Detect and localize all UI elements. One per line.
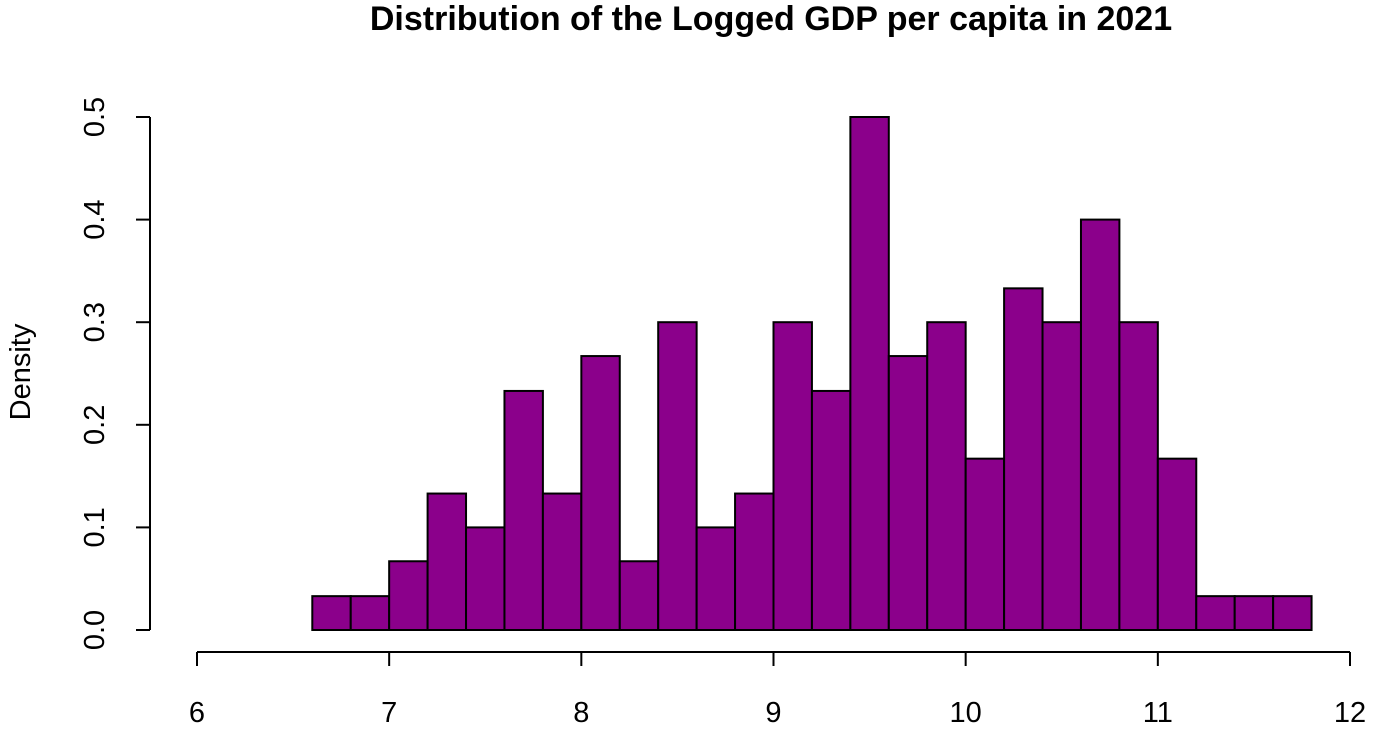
- x-tick-label: 8: [573, 697, 589, 729]
- histogram-bar: [1003, 287, 1044, 631]
- histogram-bar: [772, 321, 813, 631]
- y-axis-title: Density: [5, 323, 37, 420]
- histogram-bar: [580, 355, 621, 631]
- y-tick-label: 0.2: [79, 405, 111, 445]
- histogram-bar: [926, 321, 967, 631]
- histogram-bar: [541, 492, 583, 631]
- histogram-bar: [311, 595, 352, 632]
- chart-title: Distribution of the Logged GDP per capit…: [370, 0, 1172, 38]
- histogram-bar: [1118, 321, 1159, 631]
- x-tick-label: 7: [381, 697, 397, 729]
- histogram-bar: [465, 526, 506, 632]
- histogram-bar: [1272, 595, 1313, 632]
- x-tick-label: 11: [1143, 697, 1173, 729]
- histogram-bar: [734, 492, 775, 631]
- histogram-bar: [1079, 218, 1121, 631]
- x-tick-label: 12: [1334, 697, 1366, 729]
- y-tick-label: 0.1: [79, 507, 111, 547]
- x-tick-label: 6: [189, 697, 205, 729]
- histogram-bar: [964, 457, 1006, 631]
- histogram-bar: [426, 492, 468, 631]
- y-tick-label: 0.5: [79, 97, 111, 137]
- histogram-bar: [503, 389, 544, 631]
- x-axis: 6 7 8 9 10 11 12: [189, 651, 1366, 729]
- histogram-bar: [849, 116, 890, 631]
- bars-group: [311, 116, 1313, 632]
- histogram-bar: [810, 389, 852, 631]
- y-tick-label: 0.4: [79, 199, 111, 239]
- y-axis: 0.0 0.1 0.2 0.3 0.4 0.5: [79, 97, 151, 650]
- y-tick-label: 0.0: [79, 610, 111, 650]
- histogram-bar: [887, 355, 929, 631]
- histogram-bar: [657, 321, 698, 631]
- histogram-bar: [388, 560, 429, 631]
- histogram-bar: [1041, 321, 1082, 631]
- histogram-bar: [1156, 457, 1198, 631]
- histogram-bar: [1233, 595, 1275, 632]
- x-tick-label: 9: [765, 697, 781, 729]
- histogram-bar: [349, 595, 391, 632]
- histogram-bar: [618, 560, 660, 631]
- histogram-bar: [1195, 595, 1236, 632]
- histogram-bar: [695, 526, 737, 632]
- x-tick-label: 10: [950, 697, 982, 729]
- y-tick-label: 0.3: [79, 302, 111, 342]
